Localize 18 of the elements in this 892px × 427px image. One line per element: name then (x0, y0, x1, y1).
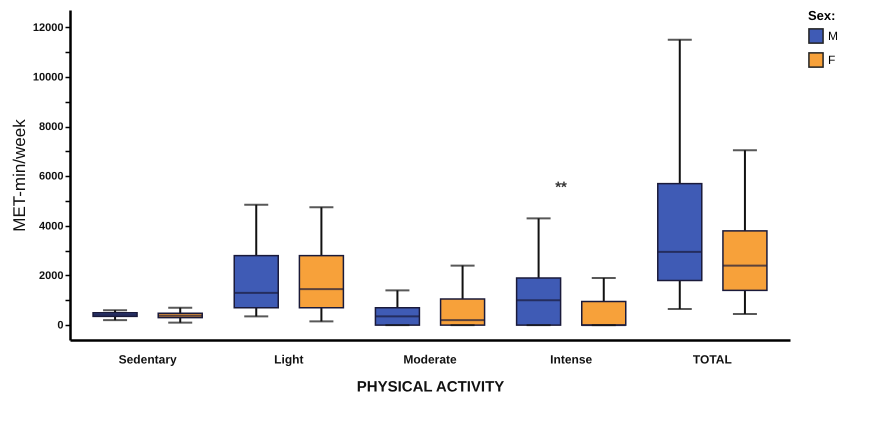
y-tick-label: 12000 (32, 22, 64, 34)
x-tick-label: Sedentary (118, 352, 177, 366)
y-tick-label: 0 (57, 320, 64, 332)
x-tick-label: Light (274, 352, 304, 366)
y-tick-label: 2000 (39, 270, 64, 282)
annotation: ** (555, 178, 568, 196)
legend-label: F (828, 53, 836, 67)
x-tick-label: Moderate (403, 352, 457, 366)
y-tick-label: 4000 (39, 220, 64, 232)
y-axis-title: MET-min/week (10, 118, 29, 232)
x-tick-label: Intense (550, 352, 593, 366)
x-tick-label: TOTAL (692, 352, 732, 366)
y-tick-label: 8000 (39, 121, 64, 134)
x-axis-title: PHYSICAL ACTIVITY (356, 378, 504, 396)
legend-title: Sex: (808, 8, 836, 23)
legend-label: M (828, 29, 838, 43)
y-tick-label: 10000 (32, 71, 64, 84)
y-tick-label: 6000 (39, 170, 64, 183)
